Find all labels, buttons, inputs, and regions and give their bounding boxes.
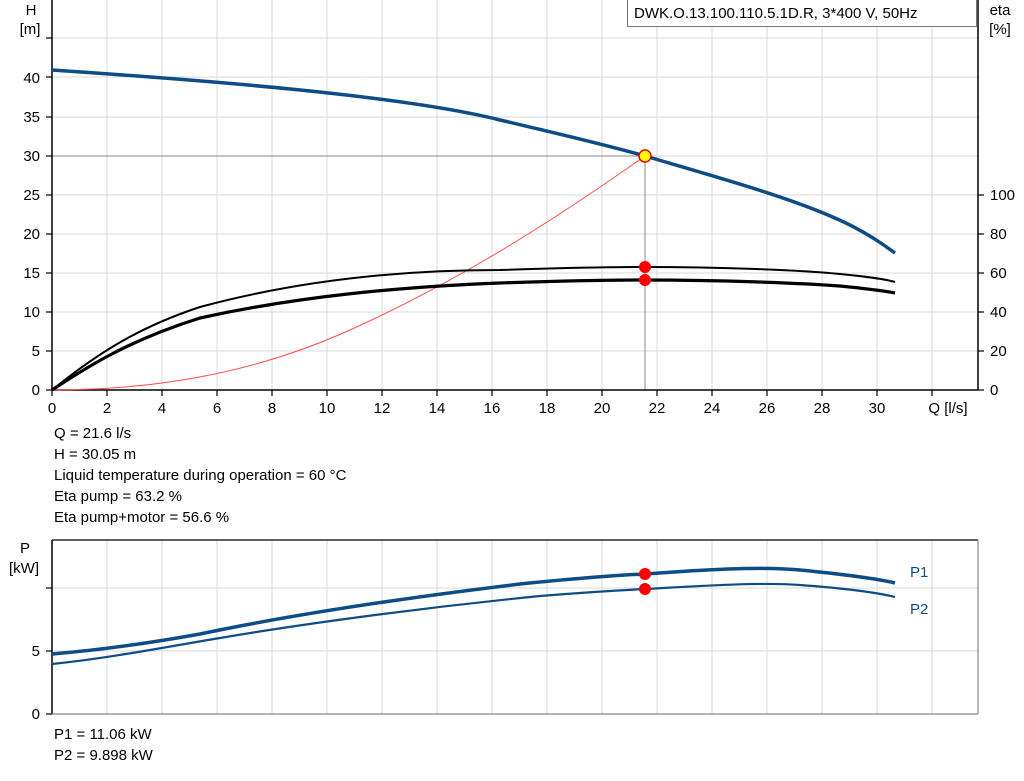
svg-text:18: 18 xyxy=(539,400,556,417)
svg-text:30: 30 xyxy=(23,148,40,165)
power-axis-labels: 50 xyxy=(32,643,40,723)
q-axis-label: Q [l/s] xyxy=(928,400,967,417)
svg-text:12: 12 xyxy=(374,400,391,417)
svg-text:5: 5 xyxy=(32,343,40,360)
p-axis-unit: [kW] xyxy=(9,560,39,577)
p2-legend-label: P2 xyxy=(910,601,928,618)
left-axis-ticks xyxy=(46,37,984,396)
p2-marker xyxy=(639,583,651,595)
info-head: H = 30.05 m xyxy=(54,446,137,463)
h-axis-unit: [m] xyxy=(20,21,41,38)
svg-text:25: 25 xyxy=(23,187,40,204)
svg-text:0: 0 xyxy=(990,382,998,399)
svg-text:30: 30 xyxy=(869,400,886,417)
svg-text:0: 0 xyxy=(32,706,40,723)
p1-curve xyxy=(51,566,896,656)
svg-text:16: 16 xyxy=(484,400,501,417)
eta-axis-label: eta xyxy=(990,2,1012,19)
svg-text:24: 24 xyxy=(704,400,721,417)
svg-text:15: 15 xyxy=(23,265,40,282)
svg-text:60: 60 xyxy=(990,265,1007,282)
svg-text:40: 40 xyxy=(23,70,40,87)
svg-text:20: 20 xyxy=(23,226,40,243)
svg-text:80: 80 xyxy=(990,226,1007,243)
left-axis-labels: 40 35 30 25 20 15 10 5 0 xyxy=(23,70,40,399)
eta-pump-motor-curve xyxy=(51,278,896,392)
eta-axis-unit: [%] xyxy=(989,21,1011,38)
svg-text:22: 22 xyxy=(649,400,666,417)
system-curve xyxy=(51,155,646,391)
svg-text:8: 8 xyxy=(268,400,276,417)
bottom-axes xyxy=(46,539,979,715)
svg-text:20: 20 xyxy=(594,400,611,417)
duty-point-marker[interactable] xyxy=(638,149,652,163)
pump-title: DWK.O.13.100.110.5.1D.R, 3*400 V, 50Hz xyxy=(634,5,918,22)
svg-text:14: 14 xyxy=(429,400,446,417)
info-p1: P1 = 11.06 kW xyxy=(54,726,152,743)
svg-text:4: 4 xyxy=(158,400,166,417)
svg-text:10: 10 xyxy=(23,304,40,321)
pump-title-box: DWK.O.13.100.110.5.1D.R, 3*400 V, 50Hz xyxy=(627,0,977,27)
h-axis-label: H xyxy=(26,2,37,19)
p1-marker xyxy=(639,568,651,580)
svg-text:40: 40 xyxy=(990,304,1007,321)
eta-pump-motor-marker xyxy=(639,274,651,286)
p2-curve xyxy=(51,582,896,666)
svg-text:5: 5 xyxy=(32,643,40,660)
head-curve xyxy=(51,68,897,255)
svg-text:20: 20 xyxy=(990,343,1007,360)
p1-legend-label: P1 xyxy=(910,564,928,581)
power-info: P1 = 11.06 kW P2 = 9.898 kW xyxy=(54,724,153,766)
info-eta-pump-motor: Eta pump+motor = 56.6 % xyxy=(54,509,230,526)
eta-pump-marker xyxy=(639,261,651,273)
svg-text:0: 0 xyxy=(48,400,56,417)
info-p2: P2 = 9.898 kW xyxy=(54,747,153,764)
info-eta-pump: Eta pump = 63.2 % xyxy=(54,488,182,505)
info-temperature: Liquid temperature during operation = 60… xyxy=(54,467,347,484)
top-grid xyxy=(52,0,978,390)
svg-text:10: 10 xyxy=(319,400,336,417)
bottom-grid xyxy=(52,540,978,714)
svg-text:35: 35 xyxy=(23,109,40,126)
eta-pump-curve xyxy=(51,265,896,391)
svg-text:2: 2 xyxy=(103,400,111,417)
svg-text:26: 26 xyxy=(759,400,776,417)
svg-text:6: 6 xyxy=(213,400,221,417)
svg-text:28: 28 xyxy=(814,400,831,417)
p-axis-label: P xyxy=(20,540,30,557)
svg-text:100: 100 xyxy=(990,187,1015,204)
operating-point-info: Q = 21.6 l/s H = 30.05 m Liquid temperat… xyxy=(54,423,346,528)
info-flow: Q = 21.6 l/s xyxy=(54,425,132,442)
right-axis-labels: 100 80 60 40 20 0 xyxy=(990,187,1015,399)
svg-text:0: 0 xyxy=(32,382,40,399)
